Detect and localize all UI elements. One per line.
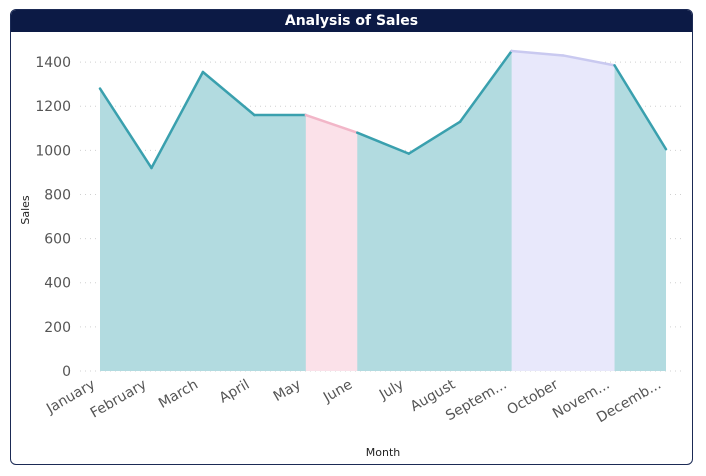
sales-line <box>96 47 670 172</box>
line-segment <box>561 54 616 67</box>
y-tick-label: 0 <box>62 364 71 380</box>
line-segment <box>356 131 410 155</box>
x-tick-label: March <box>156 377 201 412</box>
x-tick-label: July <box>376 377 407 404</box>
y-tick-label: 600 <box>44 232 71 248</box>
line-segment <box>510 49 565 57</box>
highlight-band <box>511 51 615 372</box>
line-segment <box>98 87 153 170</box>
x-tick-label: May <box>271 377 304 405</box>
highlight-bands <box>305 51 615 372</box>
data-point[interactable] <box>611 61 619 69</box>
data-point[interactable] <box>96 85 104 93</box>
y-tick-label: 1200 <box>35 99 71 115</box>
line-segment <box>201 70 256 117</box>
data-point[interactable] <box>508 47 516 55</box>
y-tick-label: 1000 <box>35 143 71 159</box>
line-segment <box>407 120 462 155</box>
y-axis-ticks: 0 200 400 600 800 1000 1200 1400 <box>35 55 71 380</box>
data-point[interactable] <box>662 145 670 153</box>
data-point[interactable] <box>353 129 361 137</box>
data-point[interactable] <box>147 164 155 172</box>
y-tick-label: 1400 <box>35 55 71 71</box>
y-tick-label: 400 <box>44 276 71 292</box>
data-point[interactable] <box>199 68 207 76</box>
x-tick-label: June <box>320 377 355 407</box>
line-segment <box>458 49 513 123</box>
data-point[interactable] <box>456 118 464 126</box>
line-segment <box>304 113 359 134</box>
line-segment <box>613 64 668 151</box>
y-tick-label: 800 <box>44 187 71 203</box>
x-tick-label: February <box>88 377 150 422</box>
data-point[interactable] <box>302 111 310 119</box>
y-axis-title: Sales <box>19 195 32 225</box>
data-point[interactable] <box>559 51 567 59</box>
x-axis-title: Month <box>366 446 401 459</box>
line-segment <box>150 70 205 170</box>
data-point[interactable] <box>250 111 258 119</box>
data-point[interactable] <box>405 150 413 158</box>
chart-title: Analysis of Sales <box>11 10 692 32</box>
x-tick-label: April <box>217 377 253 407</box>
highlight-band <box>305 115 358 371</box>
y-tick-label: 200 <box>44 320 71 336</box>
